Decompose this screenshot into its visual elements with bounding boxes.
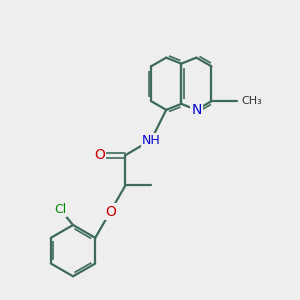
Text: NH: NH (142, 134, 160, 147)
Text: CH₃: CH₃ (242, 96, 262, 106)
Text: Cl: Cl (54, 203, 66, 216)
Text: O: O (94, 148, 105, 162)
Text: N: N (191, 103, 202, 117)
Text: O: O (105, 205, 116, 219)
